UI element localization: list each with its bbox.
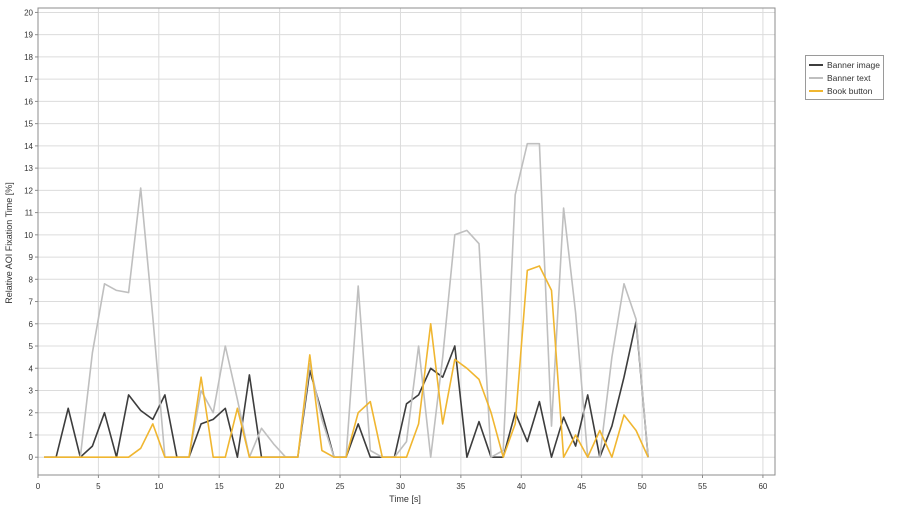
y-tick-label: 13	[24, 164, 33, 173]
series-line-book-button	[44, 265, 649, 459]
plot-frame	[37, 7, 776, 476]
x-tick-label: 0	[36, 482, 41, 491]
y-tick-label: 0	[29, 453, 34, 462]
legend-item: Banner image	[809, 58, 880, 71]
x-tick-label: 25	[336, 482, 345, 491]
legend-swatch-banner-image	[809, 63, 823, 66]
x-tick-label: 50	[638, 482, 647, 491]
y-tick-label: 3	[29, 386, 34, 395]
chart-legend: Banner image Banner text Book button	[805, 55, 884, 100]
legend-item: Book button	[809, 84, 880, 97]
x-tick-label: 40	[517, 482, 526, 491]
legend-label: Banner image	[827, 59, 880, 70]
y-tick-label: 7	[29, 298, 34, 307]
legend-item: Banner text	[809, 71, 880, 84]
legend-label: Banner text	[827, 72, 871, 83]
x-tick-label: 20	[275, 482, 284, 491]
x-tick-label: 60	[758, 482, 767, 491]
legend-swatch-book-button	[809, 89, 823, 92]
y-tick-label: 16	[24, 97, 33, 106]
y-tick-label: 2	[29, 409, 34, 418]
x-tick-label: 35	[456, 482, 465, 491]
y-tick-label: 11	[25, 209, 34, 218]
x-tick-label: 10	[154, 482, 163, 491]
x-tick-label: 30	[396, 482, 405, 491]
y-tick-label: 20	[24, 8, 33, 17]
x-tick-label: 55	[698, 482, 707, 491]
legend-label: Book button	[827, 85, 873, 96]
x-tick-label: 45	[577, 482, 586, 491]
legend-swatch-banner-text	[809, 76, 823, 79]
y-tick-label: 15	[24, 120, 33, 129]
x-axis-label: Time [s]	[389, 494, 421, 504]
y-tick-label: 6	[29, 320, 34, 329]
x-tick-label: 5	[96, 482, 101, 491]
y-tick-label: 10	[24, 231, 33, 240]
y-tick-label: 4	[29, 364, 34, 373]
y-tick-label: 14	[24, 142, 33, 151]
x-tick-label: 15	[215, 482, 224, 491]
y-axis-label: Relative AOI Fixation Time [%]	[4, 182, 14, 304]
y-tick-label: 5	[29, 342, 34, 351]
series-line-banner-image	[44, 320, 649, 459]
y-tick-label: 8	[29, 275, 34, 284]
y-tick-label: 17	[24, 75, 33, 84]
y-tick-label: 9	[29, 253, 34, 262]
y-tick-label: 12	[24, 186, 33, 195]
y-tick-label: 1	[29, 431, 34, 440]
grid-lines	[37, 8, 775, 475]
series-lines	[44, 142, 649, 459]
y-tick-label: 19	[24, 31, 33, 40]
y-tick-label: 18	[24, 53, 33, 62]
